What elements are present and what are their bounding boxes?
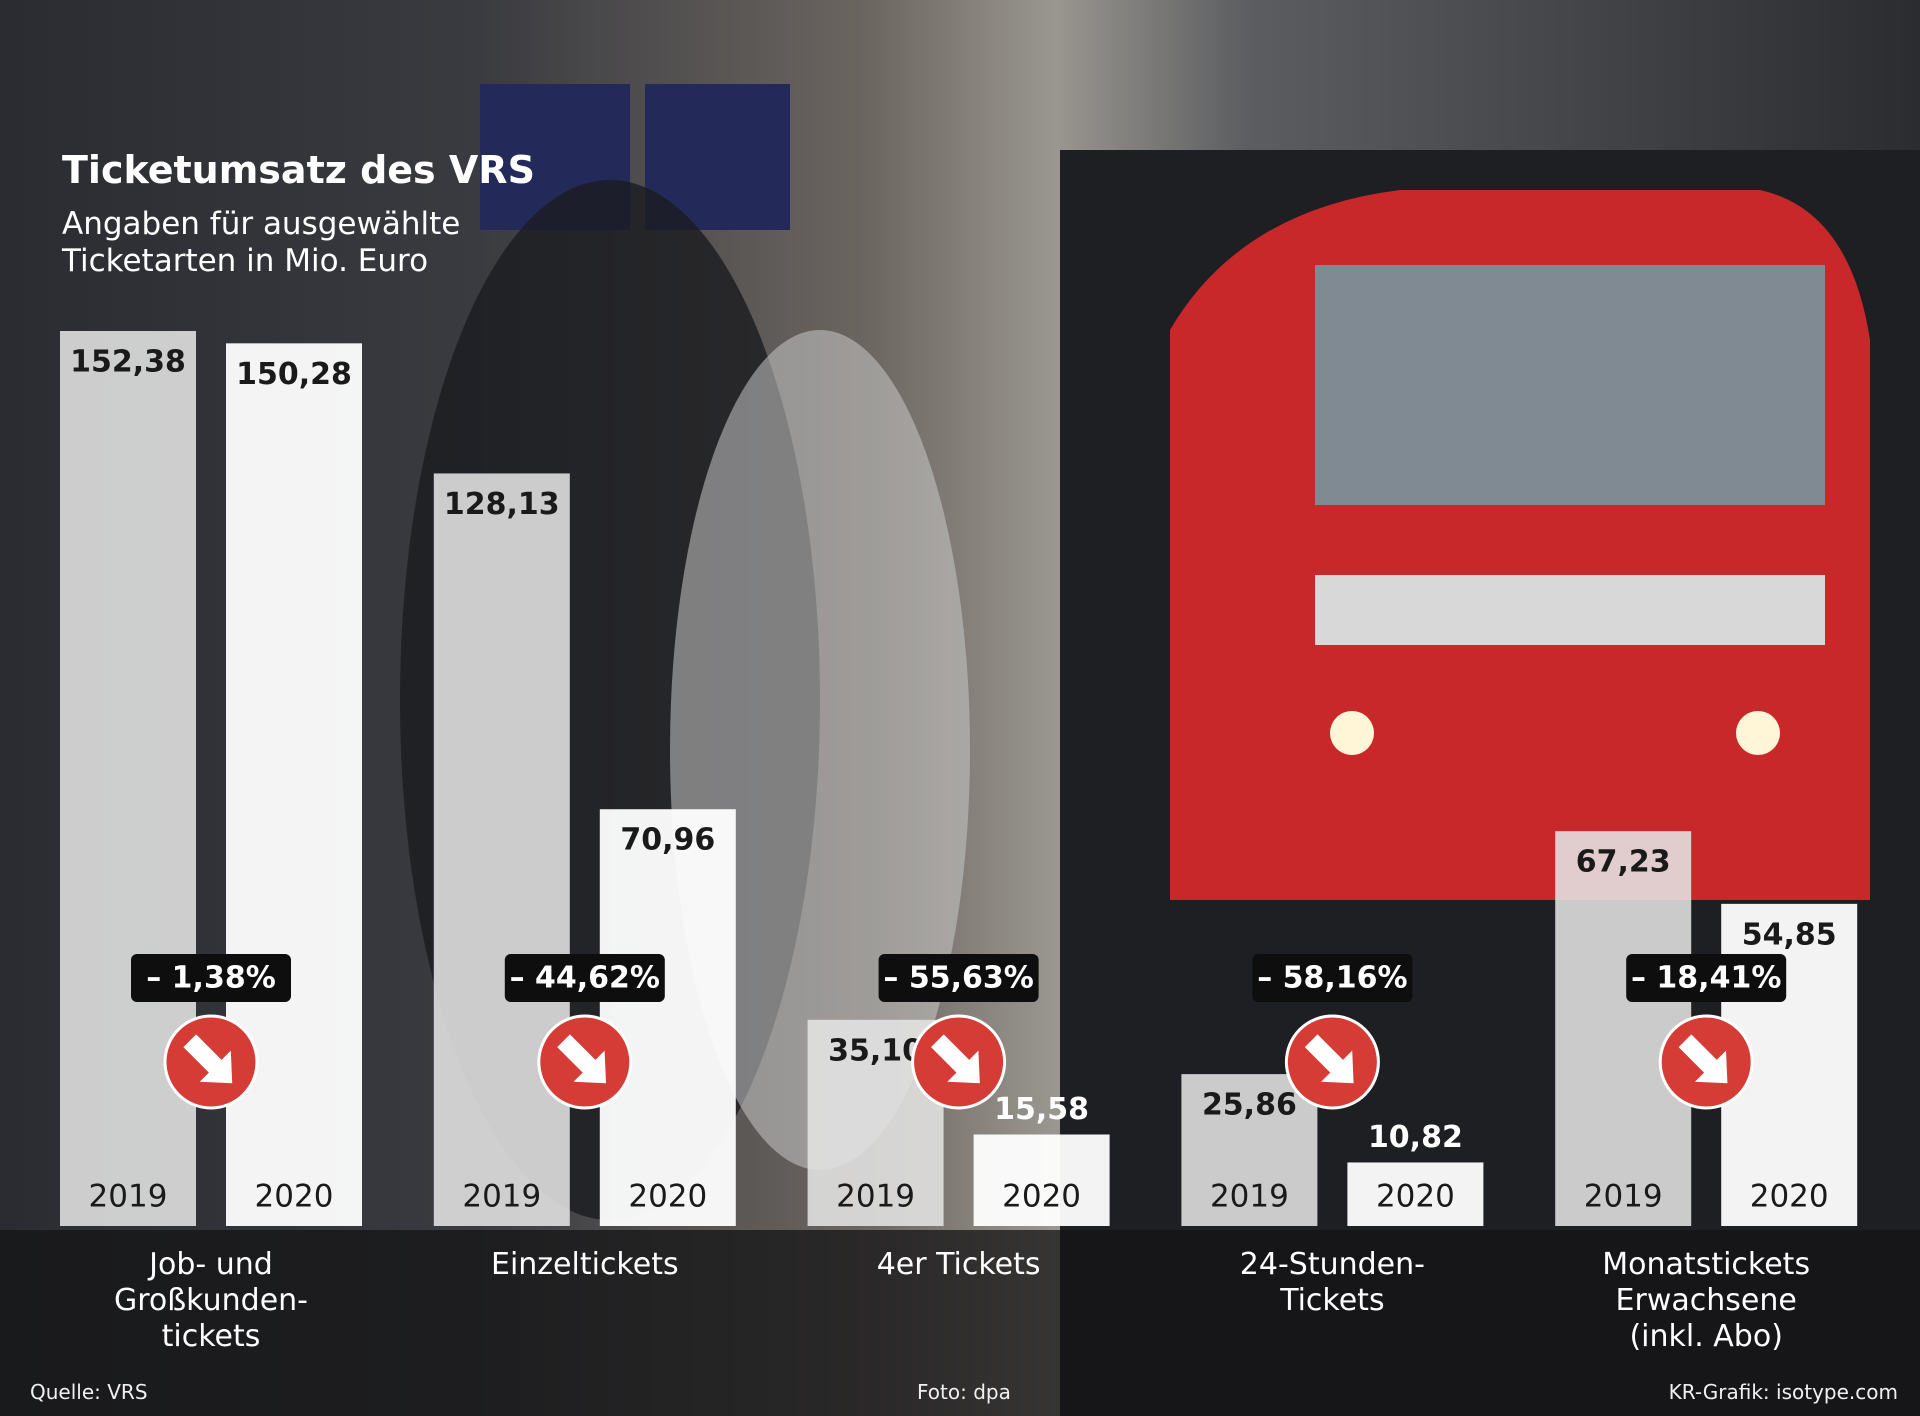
change-badge: – 18,41% <box>1626 954 1787 1002</box>
change-box <box>504 954 665 1002</box>
source: Quelle: VRS <box>30 1380 148 1404</box>
value-label: 128,13 <box>444 487 560 522</box>
change-label: – 44,62% <box>510 961 660 996</box>
change-label: – 58,16% <box>1257 961 1407 996</box>
change-label: – 55,63% <box>883 961 1033 996</box>
arrow-icon <box>1678 1034 1728 1084</box>
arrow-icon <box>1304 1034 1354 1084</box>
arrow-icon <box>183 1034 233 1084</box>
train-light <box>1736 711 1780 755</box>
year-label: 2020 <box>1376 1179 1455 1215</box>
bar <box>973 1134 1110 1226</box>
change-badge: – 55,63% <box>878 954 1039 1002</box>
year-label: 2019 <box>89 1179 168 1215</box>
change-label: – 1,38% <box>146 961 276 996</box>
value-label: 54,85 <box>1742 917 1837 952</box>
category-label: Monatstickets Erwachsene (inkl. Abo) <box>1602 1247 1811 1354</box>
photo-credit: Foto: dpa <box>917 1380 1011 1404</box>
year-label: 2019 <box>836 1179 915 1215</box>
year-label: 2020 <box>628 1179 707 1215</box>
change-badge: – 1,38% <box>131 954 291 1002</box>
change-badge: – 58,16% <box>1252 954 1413 1002</box>
value-label: 25,86 <box>1202 1088 1297 1123</box>
footer-shade <box>0 1230 1920 1416</box>
arrow-icon <box>557 1034 607 1084</box>
change-box <box>1626 954 1787 1002</box>
category-label: 24-Stunden- Tickets <box>1239 1247 1425 1318</box>
value-label: 152,38 <box>70 345 186 380</box>
bar <box>1181 1074 1318 1226</box>
value-label: 67,23 <box>1576 845 1671 880</box>
change-box <box>878 954 1039 1002</box>
bar <box>599 809 736 1226</box>
bar <box>1555 831 1692 1226</box>
year-label: 2019 <box>1210 1179 1289 1215</box>
change-label: – 18,41% <box>1631 961 1781 996</box>
value-label: 150,28 <box>236 357 352 392</box>
bar <box>1347 1162 1484 1226</box>
year-label: 2019 <box>1584 1179 1663 1215</box>
change-box <box>131 954 291 1002</box>
train-stripe <box>1315 575 1825 645</box>
value-label: 15,58 <box>994 1092 1089 1127</box>
value-label: 35,10 <box>828 1033 923 1068</box>
year-label: 2019 <box>462 1179 541 1215</box>
bar <box>433 473 570 1226</box>
train-window <box>1315 265 1825 505</box>
year-label: 2020 <box>1750 1179 1829 1215</box>
year-label: 2020 <box>1002 1179 1081 1215</box>
train-light <box>1330 711 1374 755</box>
category-label: Einzeltickets <box>491 1247 679 1282</box>
graphic-credit: KR-Grafik: isotype.com <box>1668 1380 1898 1404</box>
value-label: 70,96 <box>620 823 715 858</box>
category-label: 4er Tickets <box>876 1247 1041 1282</box>
chart-subtitle: Angaben für ausgewählte Ticketarten in M… <box>62 206 461 279</box>
change-box <box>1252 954 1413 1002</box>
category-label: Job- und Großkunden- tickets <box>114 1247 308 1354</box>
value-label: 10,82 <box>1368 1120 1463 1155</box>
year-label: 2020 <box>255 1179 334 1215</box>
change-badge: – 44,62% <box>504 954 665 1002</box>
arrow-icon <box>931 1034 980 1084</box>
chart-title: Ticketumsatz des VRS <box>62 148 535 192</box>
